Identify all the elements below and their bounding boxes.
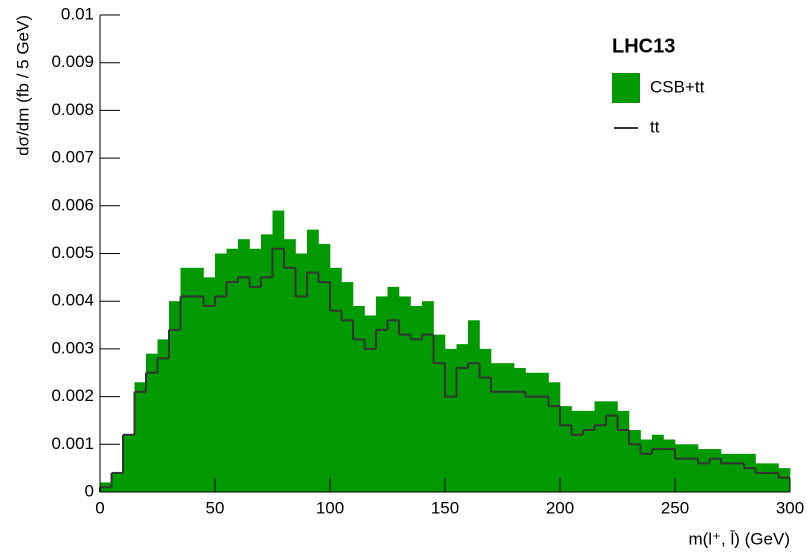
bar (134, 382, 147, 492)
bar (422, 301, 434, 492)
bar (778, 468, 791, 492)
bar (226, 248, 239, 492)
bar (525, 372, 538, 492)
bar (410, 305, 423, 492)
bar (238, 239, 250, 492)
legend-swatch (612, 73, 640, 103)
y-tick-label: 0.003 (51, 338, 94, 357)
bar (445, 348, 457, 492)
bar (583, 410, 595, 492)
bar (284, 239, 296, 492)
x-axis-title: m(l⁺, l̄) (GeV) (688, 529, 790, 548)
bar (629, 429, 641, 492)
legend-label: CSB+tt (650, 77, 705, 96)
y-tick-label: 0.002 (51, 386, 94, 405)
bar (721, 453, 733, 492)
bar (318, 243, 331, 492)
bar (617, 410, 630, 492)
bar (732, 453, 745, 492)
legend-title: LHC13 (612, 35, 675, 57)
bar (146, 353, 158, 492)
bar (571, 410, 584, 492)
bar (686, 444, 699, 492)
y-tick-label: 0.001 (51, 434, 94, 453)
bar (261, 234, 273, 493)
bar (341, 282, 354, 492)
bar (491, 363, 503, 492)
bar (111, 472, 124, 492)
bar (353, 305, 365, 492)
bar (330, 267, 342, 492)
bar (272, 210, 285, 492)
y-tick-label: 0.004 (51, 291, 94, 310)
bar (663, 439, 676, 492)
y-tick-label: 0.005 (51, 243, 94, 262)
x-tick-label: 0 (95, 498, 104, 517)
x-tick-label: 250 (661, 498, 689, 517)
bar (169, 301, 181, 492)
bar (675, 444, 687, 492)
bar (295, 253, 308, 492)
bar (767, 463, 779, 492)
y-axis-title: dσ/dm (fb / 5 GeV) (13, 15, 32, 156)
bar (157, 339, 170, 492)
x-tick-label: 300 (776, 498, 804, 517)
bar (249, 248, 262, 492)
legend-label: tt (650, 117, 660, 136)
bar (698, 449, 710, 492)
bar (123, 434, 135, 492)
bar (537, 372, 549, 492)
bar (468, 320, 480, 492)
y-tick-label: 0.007 (51, 148, 94, 167)
bar (376, 296, 388, 492)
bar (456, 344, 469, 492)
y-tick-label: 0.008 (51, 100, 94, 119)
y-tick-label: 0.01 (61, 4, 94, 23)
x-tick-label: 200 (546, 498, 574, 517)
y-tick-label: 0.009 (51, 52, 94, 71)
x-tick-label: 100 (316, 498, 344, 517)
bar (364, 315, 377, 492)
bar (755, 463, 768, 492)
bar (548, 382, 561, 492)
bar (203, 277, 216, 492)
bar (215, 253, 227, 492)
bar (640, 439, 653, 492)
bar (307, 229, 319, 492)
bar (479, 348, 492, 492)
bar (744, 453, 756, 492)
bar (433, 334, 446, 492)
bar (594, 401, 607, 492)
bar (709, 449, 722, 492)
bar (514, 367, 526, 492)
bar (560, 406, 572, 492)
y-tick-label: 0 (85, 481, 94, 500)
bar (502, 363, 515, 492)
bar (387, 286, 400, 492)
bar (652, 434, 664, 492)
bar (192, 267, 204, 492)
bar (606, 401, 618, 492)
bar (180, 267, 193, 492)
x-tick-label: 150 (431, 498, 459, 517)
bar (399, 296, 411, 492)
x-tick-label: 50 (206, 498, 225, 517)
y-tick-label: 0.006 (51, 195, 94, 214)
